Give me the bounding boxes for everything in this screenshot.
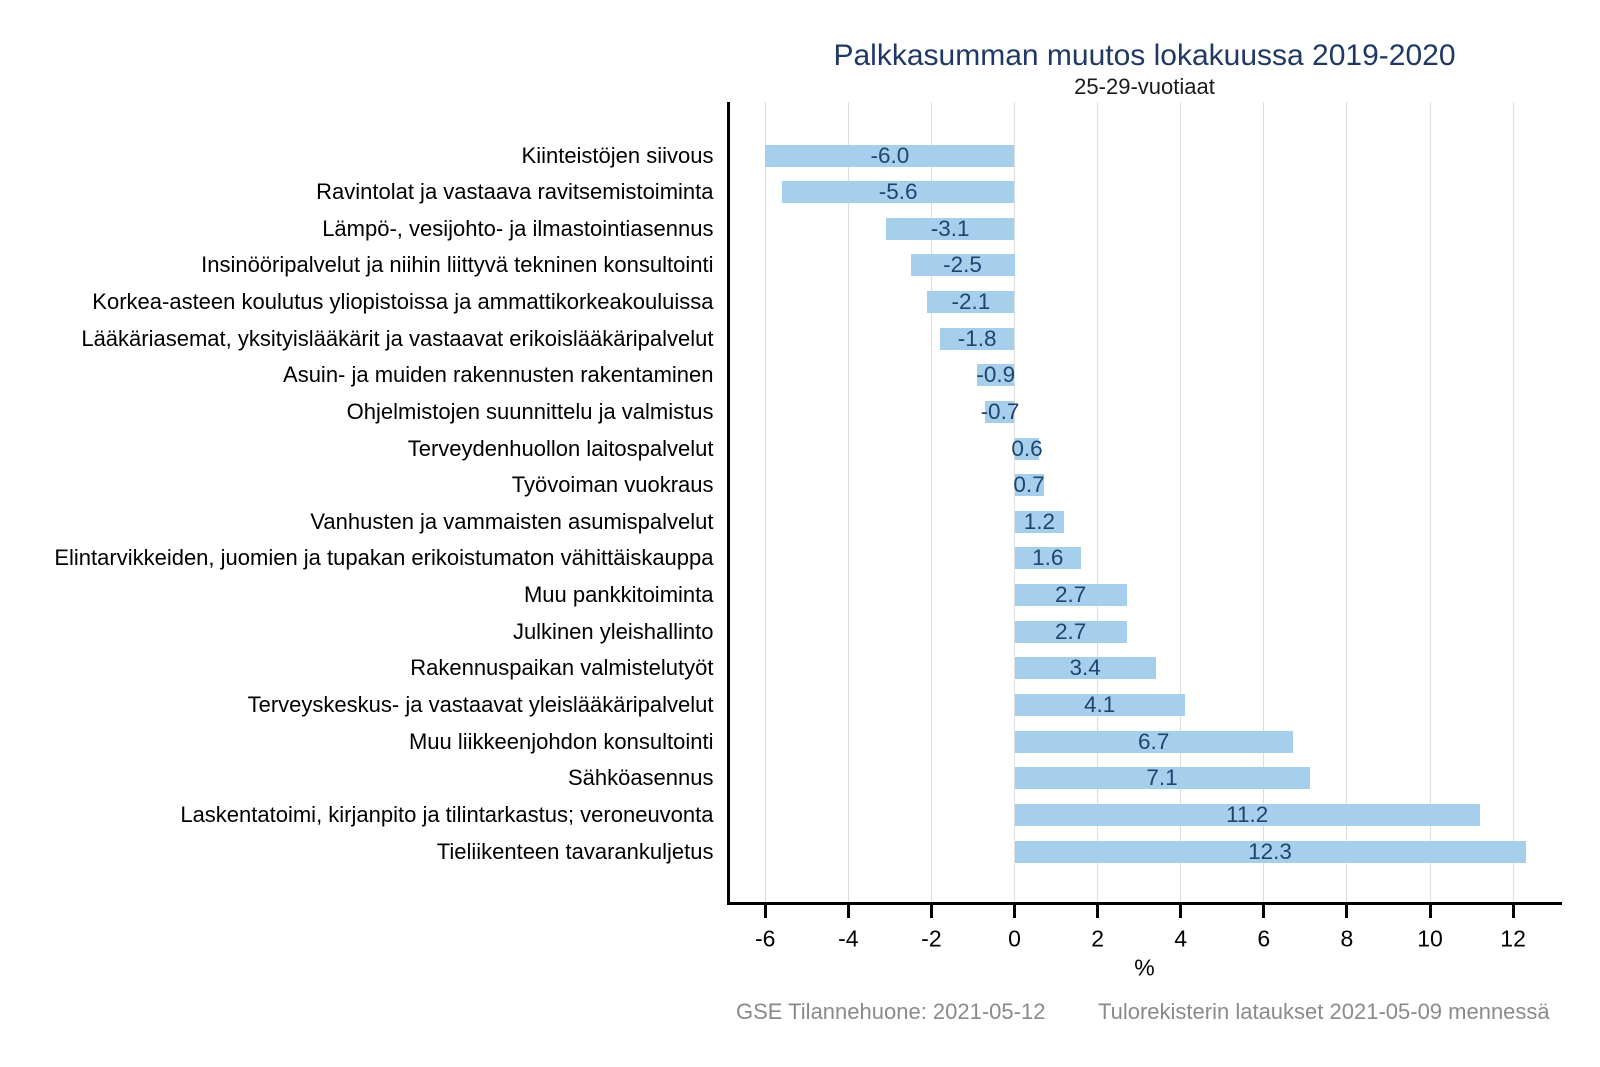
x-axis-tick <box>1345 904 1349 918</box>
bar <box>1014 584 1127 607</box>
bar <box>1014 730 1293 753</box>
bar <box>1014 474 1044 497</box>
bar <box>1014 767 1310 790</box>
category-label: Muu liikkeenjohdon konsultointi <box>408 728 714 754</box>
gridline <box>1512 102 1514 902</box>
chart-title: Palkkasumman muutos lokakuussa 2019-2020 <box>833 38 1456 72</box>
bar-value-label: 1.2 <box>1023 508 1056 534</box>
bar-value-label: 6.7 <box>1138 728 1170 754</box>
bar-value-label: -2.5 <box>943 252 982 278</box>
footer-source-right: Tulorekisterin lataukset 2021-05-09 menn… <box>1098 999 1550 1024</box>
gridline <box>1180 102 1182 902</box>
bar-value-label: -0.9 <box>976 362 1016 388</box>
bar-value-label: -2.1 <box>951 289 991 315</box>
bar <box>781 181 1015 204</box>
category-label: Vanhusten ja vammaisten asumispalvelut <box>310 508 714 534</box>
category-label: Asuin- ja muiden rakennusten rakentamine… <box>283 362 714 388</box>
category-label: Sähköasennus <box>567 765 714 791</box>
bar-value-label: 11.2 <box>1226 801 1269 827</box>
bar-value-label: 0.7 <box>1013 472 1045 498</box>
category-label: Korkea-asteen koulutus yliopistoissa ja … <box>92 289 714 315</box>
x-axis-tick <box>1262 904 1266 918</box>
x-axis-tick <box>1179 904 1183 918</box>
bar <box>977 364 1015 387</box>
bar-value-label: 4.1 <box>1084 691 1116 717</box>
category-label: Julkinen yleishallinto <box>512 618 714 644</box>
bar <box>765 144 1015 167</box>
bar-value-label: 12.3 <box>1248 838 1292 864</box>
bar-value-label: -1.8 <box>957 325 997 351</box>
bar <box>1014 547 1081 570</box>
gridline <box>764 102 766 902</box>
bar <box>939 327 1015 350</box>
x-tick-label: -4 <box>838 925 859 951</box>
category-label: Kiinteistöjen siivous <box>521 142 714 168</box>
bar-value-label: -6.0 <box>870 142 910 168</box>
gridline <box>1014 102 1015 902</box>
bar <box>1014 510 1065 533</box>
x-axis-tick <box>1096 904 1100 918</box>
gridline <box>847 102 849 902</box>
x-axis-tick <box>929 904 933 918</box>
gridline <box>1346 102 1348 902</box>
bar-value-label: -5.6 <box>878 179 918 205</box>
bar <box>1014 657 1156 680</box>
gridline <box>1263 102 1265 902</box>
category-label: Tieliikenteen tavarankuljetus <box>436 838 714 864</box>
x-tick-label: 8 <box>1340 925 1354 951</box>
x-tick-label: -6 <box>754 925 776 951</box>
gridline <box>930 102 932 902</box>
x-axis-tick <box>763 904 767 918</box>
bar <box>1014 620 1127 643</box>
category-label: Lämpö-, vesijohto- ja ilmastointiasennus <box>322 215 714 241</box>
bar <box>927 291 1015 314</box>
gridline <box>1097 102 1099 902</box>
x-tick-label: 10 <box>1417 925 1443 951</box>
y-axis-line <box>727 101 730 905</box>
bar-value-label: 3.4 <box>1069 655 1101 681</box>
bar <box>1014 803 1480 826</box>
category-label: Terveyskeskus- ja vastaavat yleislääkäri… <box>247 691 714 717</box>
chart-subtitle: 25-29-vuotiaat <box>1074 74 1215 99</box>
gridline <box>1429 102 1431 902</box>
category-label: Ravintolat ja vastaava ravitsemistoimint… <box>316 179 714 205</box>
x-tick-label: 0 <box>1008 925 1021 951</box>
x-axis-tick <box>1013 904 1016 918</box>
category-label: Elintarvikkeiden, juomien ja tupakan eri… <box>54 545 714 571</box>
bar-value-label: 2.7 <box>1054 582 1087 608</box>
x-tick-label: 6 <box>1257 925 1271 951</box>
x-axis-tick <box>1511 904 1515 918</box>
bar <box>1014 437 1040 460</box>
bar-value-label: 0.6 <box>1011 435 1043 461</box>
x-tick-label: 12 <box>1500 925 1526 951</box>
x-axis-line <box>727 901 1562 905</box>
x-tick-label: 2 <box>1091 925 1104 951</box>
x-tick-label: -2 <box>921 925 942 951</box>
category-label: Lääkäriasemat, yksityislääkärit ja vasta… <box>81 325 714 351</box>
x-axis-tick <box>1428 904 1432 918</box>
footer-source-left: GSE Tilannehuone: 2021-05-12 <box>736 999 1046 1024</box>
x-axis-tick <box>846 904 850 918</box>
bar <box>885 217 1015 240</box>
category-label: Työvoiman vuokraus <box>511 472 714 498</box>
x-tick-label: 4 <box>1174 925 1188 951</box>
bar-value-label: 1.6 <box>1032 545 1064 571</box>
bar <box>985 400 1015 423</box>
category-label: Ohjelmistojen suunnittelu ja valmistus <box>346 398 714 424</box>
category-label: Muu pankkitoiminta <box>523 582 714 608</box>
category-label: Laskentatoimi, kirjanpito ja tilintarkas… <box>180 801 714 827</box>
bar-value-label: -3.1 <box>930 215 970 241</box>
bar-value-label: 2.7 <box>1054 618 1087 644</box>
x-axis-title: % <box>1134 954 1155 981</box>
bar-value-label: 7.1 <box>1146 765 1178 791</box>
bar <box>1014 840 1526 863</box>
category-label: Rakennuspaikan valmistelutyöt <box>410 655 714 681</box>
bar <box>1014 693 1185 716</box>
category-label: Insinööripalvelut ja niihin liittyvä tek… <box>201 252 714 278</box>
bar-value-label: -0.7 <box>980 398 1020 424</box>
bar <box>910 254 1015 277</box>
category-label: Terveydenhuollon laitospalvelut <box>407 435 714 461</box>
